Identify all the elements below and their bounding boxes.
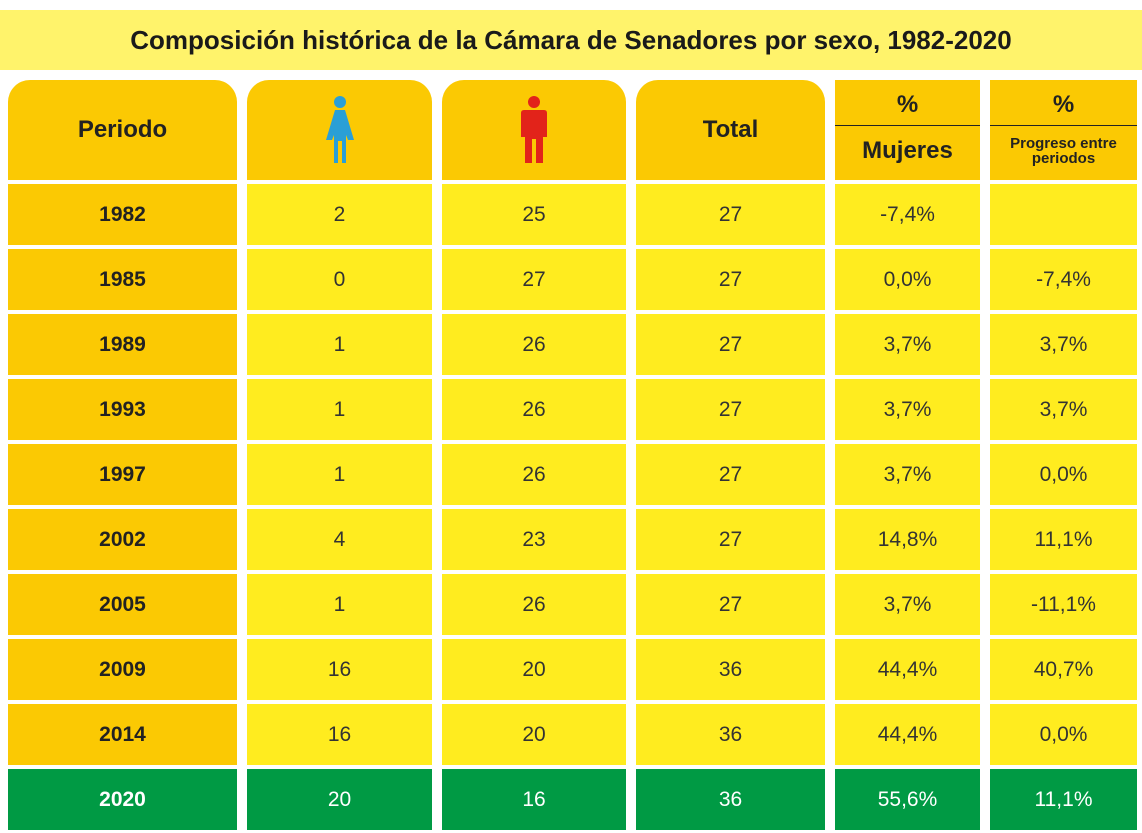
cell-progreso: -7,4%: [990, 249, 1137, 310]
cell-total: 27: [636, 249, 825, 310]
cell-mujeres: 20: [247, 769, 432, 830]
cell-periodo: 1985: [8, 249, 237, 310]
cell-total: 27: [636, 314, 825, 375]
cell-mujeres: 2: [247, 184, 432, 245]
cell-pct: 44,4%: [835, 639, 980, 700]
cell-periodo: 1993: [8, 379, 237, 440]
cell-pct: -7,4%: [835, 184, 980, 245]
cell-periodo: 2002: [8, 509, 237, 570]
cell-periodo: 2009: [8, 639, 237, 700]
cell-total: 27: [636, 444, 825, 505]
cell-pct: 3,7%: [835, 314, 980, 375]
header-women-icon: [247, 80, 432, 180]
cell-progreso: 0,0%: [990, 704, 1137, 765]
cell-total: 27: [636, 184, 825, 245]
cell-pct: 44,4%: [835, 704, 980, 765]
header-pct-mujeres: % Mujeres: [835, 80, 980, 180]
cell-hombres: 20: [442, 639, 626, 700]
cell-pct: 3,7%: [835, 444, 980, 505]
header-progreso: % Progreso entre periodos: [990, 80, 1137, 180]
cell-mujeres: 1: [247, 314, 432, 375]
cell-hombres: 20: [442, 704, 626, 765]
cell-hombres: 25: [442, 184, 626, 245]
cell-progreso: [990, 184, 1137, 245]
cell-progreso: 40,7%: [990, 639, 1137, 700]
cell-hombres: 23: [442, 509, 626, 570]
cell-progreso: 3,7%: [990, 314, 1137, 375]
cell-hombres: 26: [442, 444, 626, 505]
cell-periodo: 1989: [8, 314, 237, 375]
cell-periodo: 2014: [8, 704, 237, 765]
cell-mujeres: 16: [247, 704, 432, 765]
cell-mujeres: 1: [247, 379, 432, 440]
cell-total: 27: [636, 379, 825, 440]
cell-mujeres: 4: [247, 509, 432, 570]
header-total: Total: [636, 80, 825, 180]
cell-pct: 55,6%: [835, 769, 980, 830]
cell-pct: 3,7%: [835, 379, 980, 440]
cell-progreso: -11,1%: [990, 574, 1137, 635]
cell-periodo: 2020: [8, 769, 237, 830]
progreso-label: Progreso entre periodos: [1010, 134, 1117, 167]
title: Composición histórica de la Cámara de Se…: [0, 10, 1142, 70]
cell-hombres: 26: [442, 574, 626, 635]
cell-progreso: 11,1%: [990, 509, 1137, 570]
cell-hombres: 16: [442, 769, 626, 830]
cell-periodo: 1997: [8, 444, 237, 505]
cell-hombres: 26: [442, 379, 626, 440]
cell-progreso: 3,7%: [990, 379, 1137, 440]
cell-hombres: 26: [442, 314, 626, 375]
cell-total: 36: [636, 769, 825, 830]
cell-progreso: 11,1%: [990, 769, 1137, 830]
cell-pct: 3,7%: [835, 574, 980, 635]
man-icon: [521, 96, 547, 163]
pct-symbol: %: [990, 85, 1137, 126]
woman-icon: [325, 96, 354, 163]
cell-mujeres: 0: [247, 249, 432, 310]
cell-total: 27: [636, 509, 825, 570]
cell-pct: 0,0%: [835, 249, 980, 310]
cell-total: 36: [636, 639, 825, 700]
cell-mujeres: 1: [247, 444, 432, 505]
cell-mujeres: 1: [247, 574, 432, 635]
cell-progreso: 0,0%: [990, 444, 1137, 505]
cell-periodo: 2005: [8, 574, 237, 635]
cell-total: 27: [636, 574, 825, 635]
cell-periodo: 1982: [8, 184, 237, 245]
cell-mujeres: 16: [247, 639, 432, 700]
cell-total: 36: [636, 704, 825, 765]
cell-pct: 14,8%: [835, 509, 980, 570]
cell-hombres: 27: [442, 249, 626, 310]
header-periodo: Periodo: [8, 80, 237, 180]
header-men-icon: [442, 80, 626, 180]
mujeres-label: Mujeres: [862, 137, 953, 164]
pct-symbol: %: [835, 85, 980, 126]
